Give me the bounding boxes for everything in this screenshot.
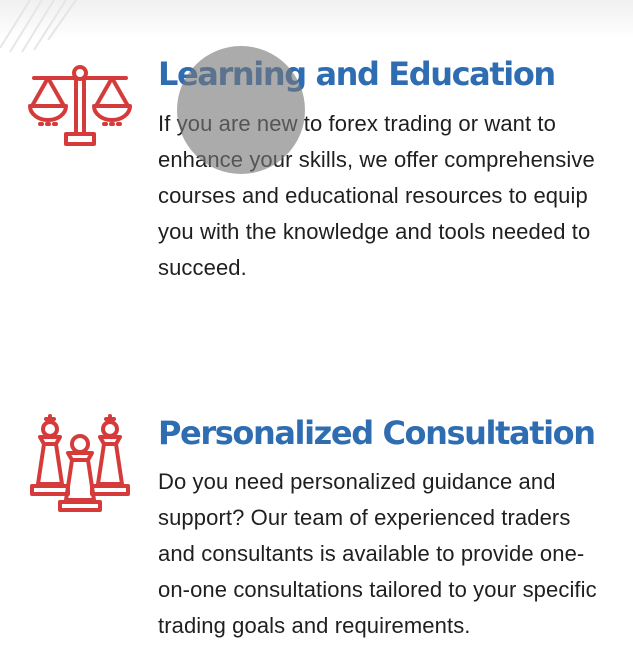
header-shadow — [0, 0, 633, 40]
decorative-stripes — [0, 0, 77, 53]
feature-title: Personalized Consultation — [158, 414, 596, 452]
scales-icon — [26, 62, 134, 153]
feature-learning-education: Learning and Education If you are new to… — [26, 55, 595, 280]
touch-indicator — [177, 46, 305, 174]
feature-personalized-consultation: Personalized Consultation Do you need pe… — [0, 340, 633, 659]
chess-pawns-icon — [26, 414, 136, 519]
feature-description: Do you need personalized guidance and su… — [158, 469, 597, 638]
